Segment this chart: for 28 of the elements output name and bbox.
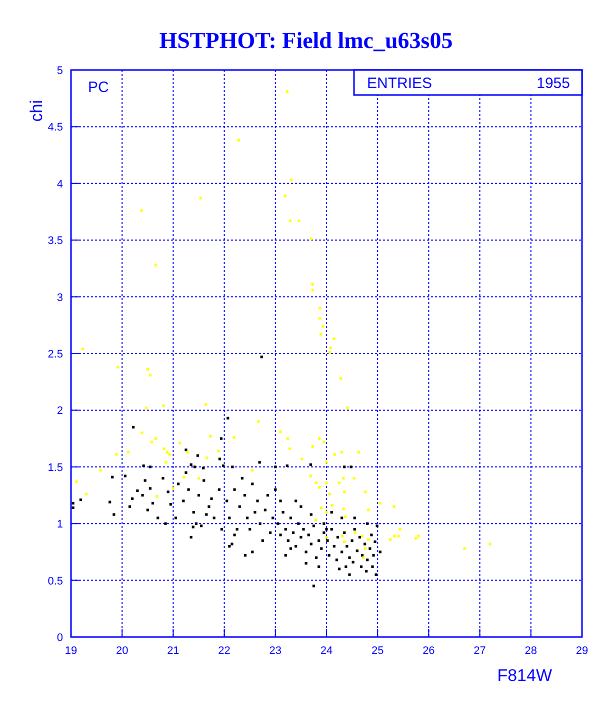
x-tick-label: 23 (269, 645, 282, 657)
x-tick-label: 24 (320, 645, 333, 657)
y-tick-label: 0 (56, 632, 63, 644)
y-tick-label: 1.5 (48, 462, 63, 474)
x-tick-label: 20 (116, 645, 128, 657)
x-tick-label: 28 (524, 645, 538, 657)
y-tick-label: 5 (56, 65, 63, 77)
annotation: ENTRIES (367, 75, 432, 92)
x-tick-label: 29 (576, 645, 588, 657)
y-tick-label: 3 (56, 292, 63, 304)
x-tick-label: 25 (371, 645, 384, 657)
y-axis-title: chi (27, 100, 46, 122)
x-tick-label: 22 (218, 645, 230, 657)
annotation: 1955 (536, 75, 570, 92)
y-tick-label: 3.5 (48, 235, 63, 248)
x-tick-label: 27 (474, 645, 486, 657)
y-tick-label: 0.5 (48, 575, 63, 588)
x-tick-label: 21 (167, 645, 180, 657)
y-tick-label: 4 (56, 178, 63, 190)
y-tick-label: 1 (56, 518, 63, 531)
y-tick-label: 2 (56, 405, 63, 418)
y-tick-label: 4.5 (48, 122, 63, 134)
chart-title: HSTPHOT: Field lmc_u63s05 (159, 28, 453, 53)
x-tick-label: 19 (64, 645, 78, 657)
annotation: PC (88, 79, 110, 96)
y-tick-label: 2.5 (48, 348, 63, 360)
x-tick-label: 26 (422, 645, 435, 657)
x-axis-title: F814W (497, 666, 552, 685)
